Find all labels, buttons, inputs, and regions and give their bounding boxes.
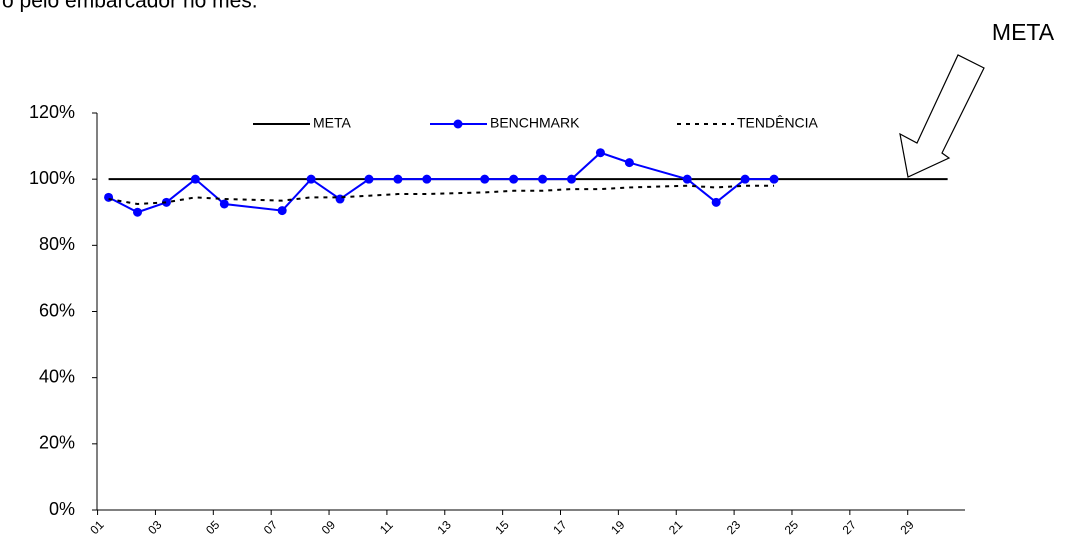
point <box>480 174 490 184</box>
x-tick-label: 05 <box>203 518 223 538</box>
point <box>740 174 750 184</box>
x-tick-label: 21 <box>666 518 686 538</box>
point <box>567 174 577 184</box>
x-tick-label: 07 <box>261 518 281 538</box>
legend-label: META <box>313 115 352 131</box>
x-tick-label: 03 <box>145 518 165 538</box>
point <box>422 174 432 184</box>
x-tick-label: 17 <box>550 518 570 538</box>
point <box>711 197 721 207</box>
x-tick-label: 23 <box>724 518 744 538</box>
y-tick-label: 60% <box>39 300 75 320</box>
y-tick-label: 40% <box>39 366 75 386</box>
point <box>595 148 605 158</box>
x-tick-label: 09 <box>319 518 339 538</box>
annotation-arrow <box>899 54 985 178</box>
legend-marker <box>453 119 463 129</box>
x-tick-label: 13 <box>435 518 455 538</box>
legend-label: TENDÊNCIA <box>737 115 819 131</box>
point <box>277 206 287 216</box>
point <box>306 174 316 184</box>
x-tick-label: 27 <box>840 518 860 538</box>
legend-label: BENCHMARK <box>490 115 580 131</box>
chart-title: o pelo embarcador no mês. <box>2 0 258 13</box>
x-tick-label: 29 <box>897 518 917 538</box>
y-tick-label: 100% <box>29 168 75 188</box>
point <box>161 197 171 207</box>
point <box>364 174 374 184</box>
point <box>624 158 634 168</box>
point <box>393 174 403 184</box>
x-tick-label: 11 <box>377 518 396 537</box>
y-tick-label: 80% <box>39 234 75 254</box>
x-tick-label: 01 <box>87 518 107 538</box>
annotation: META <box>992 19 1055 45</box>
point <box>335 194 345 204</box>
point <box>769 174 779 184</box>
y-tick-label: 120% <box>29 102 75 122</box>
point <box>133 207 143 217</box>
x-tick-label: 19 <box>608 518 628 538</box>
y-tick-label: 0% <box>49 499 75 519</box>
x-tick-label: 15 <box>492 518 512 538</box>
x-tick-label: 25 <box>782 518 802 538</box>
point <box>509 174 519 184</box>
series-line <box>108 151 775 214</box>
point <box>538 174 548 184</box>
y-tick-label: 20% <box>39 433 75 453</box>
point <box>219 199 229 209</box>
series-line <box>108 184 775 205</box>
point <box>190 174 200 184</box>
point <box>682 174 692 184</box>
